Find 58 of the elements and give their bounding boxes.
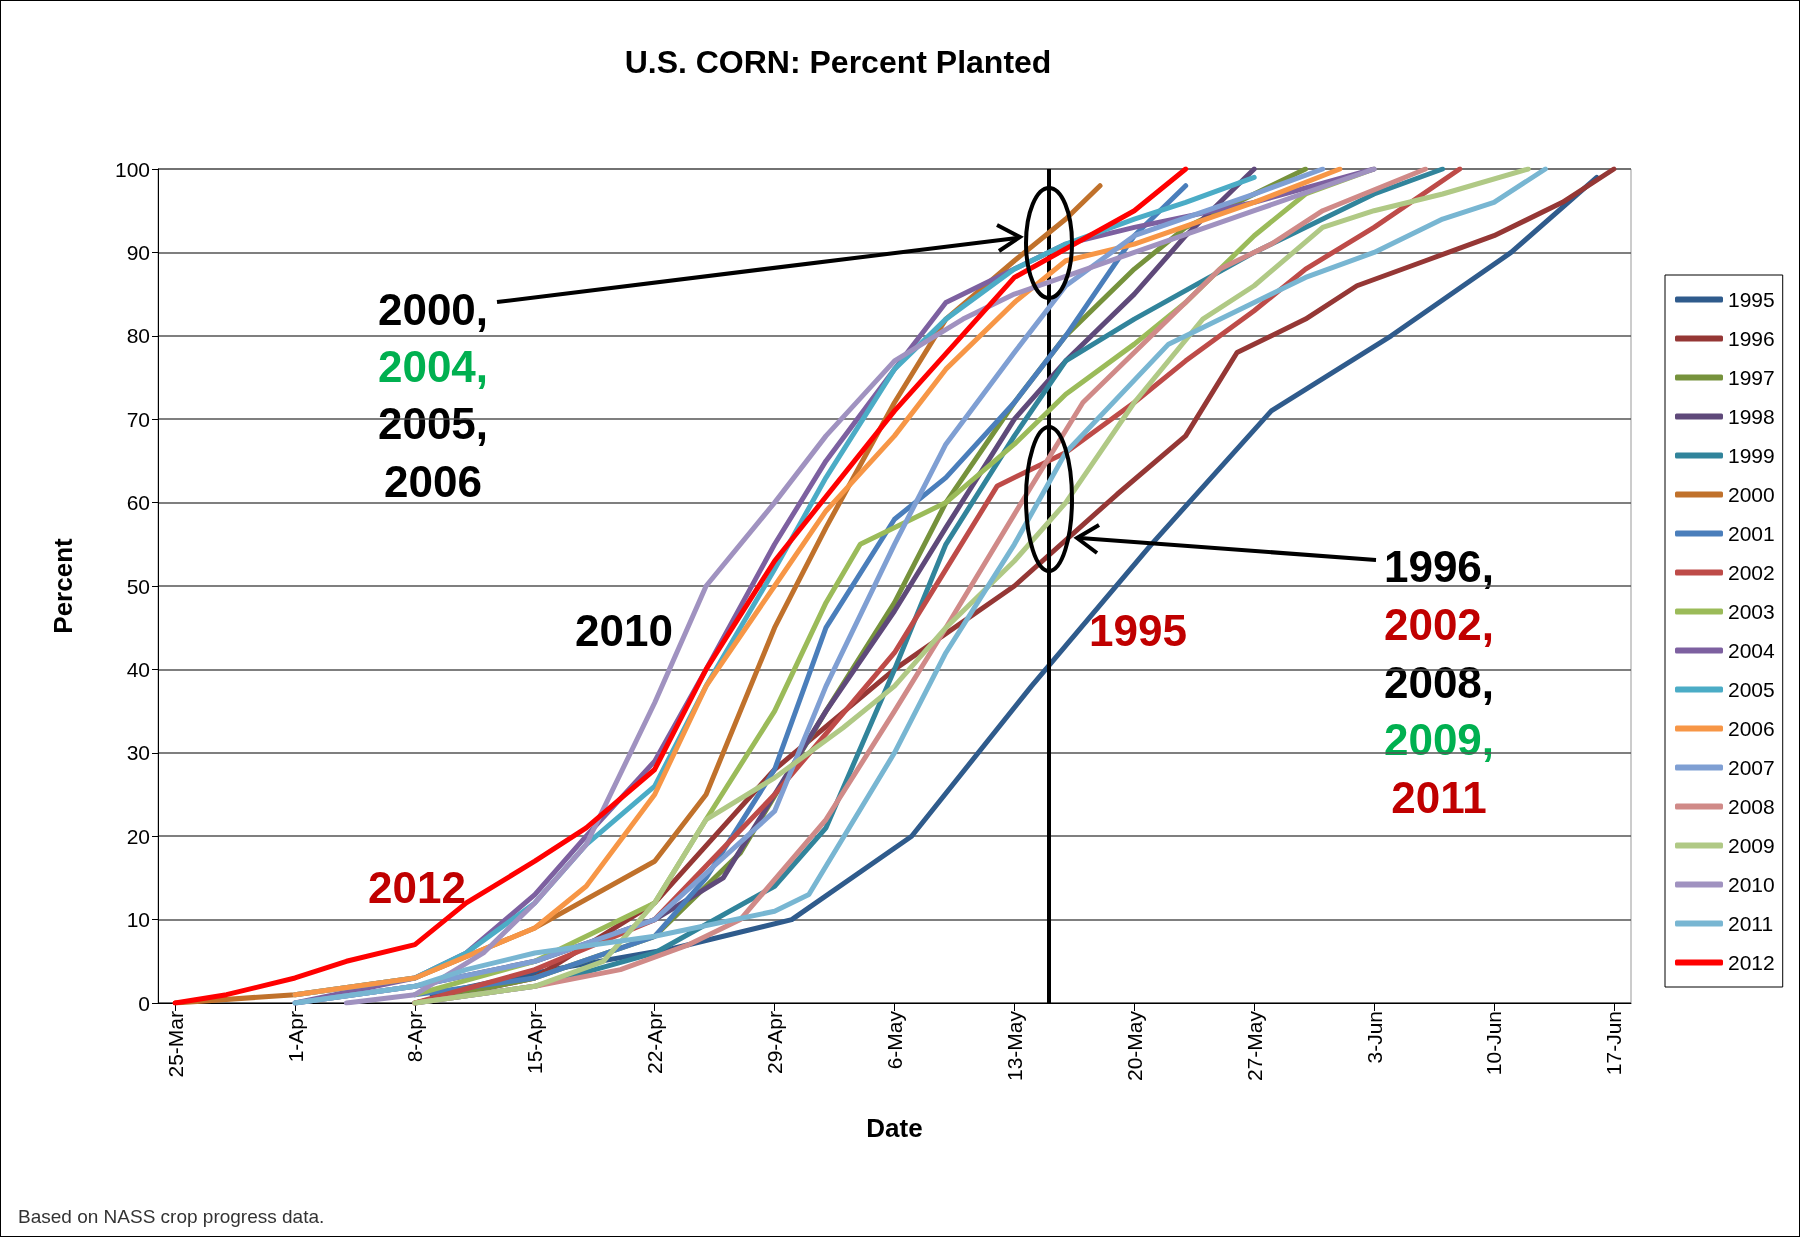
x-tick-label: 8-Apr — [403, 1011, 427, 1063]
y-tick-label: 10 — [126, 908, 150, 932]
legend-label: 1997 — [1728, 366, 1775, 389]
y-tick-label: 100 — [114, 157, 150, 181]
chart-title: U.S. CORN: Percent Planted — [624, 44, 1052, 80]
annotation: 2009, — [1383, 714, 1495, 764]
y-tick-label: 70 — [126, 407, 150, 431]
legend-label: 1996 — [1728, 327, 1775, 350]
legend-label: 2003 — [1728, 600, 1775, 623]
annotation: 2011 — [1391, 772, 1487, 822]
legend-label: 2007 — [1728, 756, 1775, 779]
annotation: 1996, — [1383, 541, 1495, 591]
legend-label: 2012 — [1728, 951, 1775, 974]
y-tick-label: 30 — [126, 741, 150, 765]
legend-label: 1998 — [1728, 405, 1775, 428]
annotation: 1995 — [1089, 605, 1187, 655]
y-axis-title: Percent — [48, 537, 78, 634]
legend-label: 2004 — [1728, 639, 1776, 662]
x-tick-label: 15-Apr — [523, 1010, 547, 1075]
annotation: 2012 — [368, 862, 466, 912]
legend-label: 2008 — [1728, 795, 1775, 818]
y-tick-label: 50 — [126, 574, 150, 598]
legend-label: 2005 — [1728, 678, 1775, 701]
y-tick-label: 90 — [126, 240, 150, 264]
annotation: 2008, — [1383, 657, 1495, 707]
x-tick-label: 29-Apr — [763, 1010, 787, 1075]
x-tick-label: 22-Apr — [643, 1010, 667, 1075]
y-tick-label: 60 — [126, 491, 150, 515]
x-tick-label: 20-May — [1122, 1010, 1146, 1082]
y-tick-label: 40 — [126, 657, 150, 681]
x-tick-label: 1-Apr — [283, 1011, 307, 1063]
legend-label: 2010 — [1728, 873, 1775, 896]
x-tick-label: 27-May — [1242, 1010, 1266, 1082]
text: Based on NASS crop progress data. — [18, 1205, 325, 1227]
y-tick-label: 80 — [126, 324, 150, 348]
legend-label: 2000 — [1728, 483, 1775, 506]
legend-label: 2011 — [1728, 912, 1774, 935]
y-tick-label: 0 — [138, 991, 150, 1015]
legend-label: 1995 — [1728, 288, 1775, 311]
legend-label: 2001 — [1728, 522, 1775, 545]
legend-label: 2009 — [1728, 834, 1775, 857]
annotation: 2000, — [377, 284, 489, 334]
annotation: 2004, — [377, 341, 489, 391]
annotation: 2006 — [384, 456, 482, 506]
x-tick-label: 13-May — [1002, 1010, 1026, 1082]
annotation: 2005, — [377, 398, 489, 448]
y-tick-label: 20 — [126, 824, 150, 848]
x-tick-label: 10-Jun — [1482, 1011, 1506, 1076]
x-axis-title: Date — [866, 1113, 923, 1143]
legend-label: 2006 — [1728, 717, 1775, 740]
x-tick-label: 3-Jun — [1362, 1011, 1386, 1064]
x-tick-label: 25-Mar — [163, 1011, 187, 1078]
x-tick-label: 17-Jun — [1602, 1011, 1626, 1076]
annotation: 2002, — [1383, 599, 1495, 649]
annotation: 2010 — [575, 605, 673, 655]
x-tick-label: 6-May — [883, 1010, 906, 1070]
legend-label: 1999 — [1728, 444, 1775, 467]
legend-label: 2002 — [1728, 561, 1775, 584]
